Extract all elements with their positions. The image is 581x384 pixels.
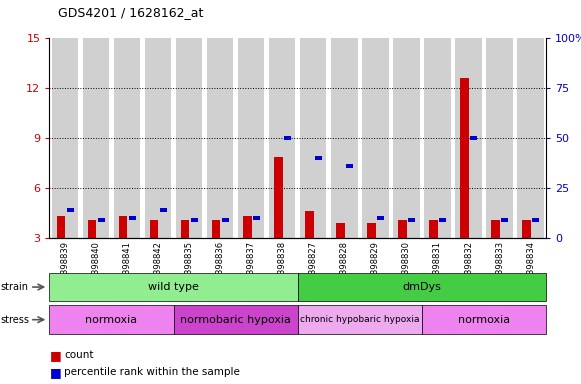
Bar <box>336 223 345 238</box>
Bar <box>439 218 446 222</box>
Bar <box>331 38 357 238</box>
Bar <box>471 136 477 140</box>
Text: chronic hypobaric hypoxia: chronic hypobaric hypoxia <box>300 315 419 324</box>
Bar <box>114 38 140 238</box>
Bar <box>238 38 264 238</box>
Bar <box>305 212 314 238</box>
Bar <box>56 217 65 238</box>
Text: strain: strain <box>1 282 28 292</box>
Bar <box>532 218 539 222</box>
Bar <box>129 216 136 220</box>
Bar <box>518 38 544 238</box>
Bar <box>211 220 220 238</box>
Bar <box>88 220 96 238</box>
Bar <box>253 216 260 220</box>
Text: normoxia: normoxia <box>458 314 510 325</box>
Text: ■: ■ <box>49 366 61 379</box>
Text: dmDys: dmDys <box>403 282 442 292</box>
Bar <box>67 208 74 212</box>
Bar <box>346 164 353 168</box>
Bar <box>398 220 407 238</box>
Text: stress: stress <box>1 314 30 325</box>
Bar <box>52 38 78 238</box>
Bar <box>207 38 234 238</box>
Bar <box>191 218 198 222</box>
Text: percentile rank within the sample: percentile rank within the sample <box>64 367 240 377</box>
Bar <box>429 220 438 238</box>
Bar <box>393 38 419 238</box>
Bar <box>284 136 291 140</box>
Bar <box>377 216 384 220</box>
Bar <box>119 217 127 238</box>
Bar <box>145 38 171 238</box>
Text: GDS4201 / 1628162_at: GDS4201 / 1628162_at <box>58 6 203 19</box>
Bar <box>300 38 327 238</box>
Bar <box>522 220 531 238</box>
Text: normobaric hypoxia: normobaric hypoxia <box>180 314 291 325</box>
Bar <box>222 218 229 222</box>
Bar <box>456 38 482 238</box>
Bar <box>491 220 500 238</box>
Bar <box>269 38 295 238</box>
Bar <box>150 220 159 238</box>
Bar <box>274 157 282 238</box>
Text: normoxia: normoxia <box>85 314 138 325</box>
Text: ■: ■ <box>49 349 61 362</box>
Bar <box>315 156 322 160</box>
Bar <box>460 78 469 238</box>
Bar <box>362 38 389 238</box>
Text: wild type: wild type <box>148 282 199 292</box>
Bar <box>424 38 451 238</box>
Bar <box>486 38 513 238</box>
Text: count: count <box>64 350 94 360</box>
Bar <box>408 218 415 222</box>
Bar <box>181 220 189 238</box>
Bar <box>83 38 109 238</box>
Bar <box>501 218 508 222</box>
Bar <box>160 208 167 212</box>
Bar <box>176 38 202 238</box>
Bar <box>98 218 105 222</box>
Bar <box>367 223 376 238</box>
Bar <box>243 217 252 238</box>
